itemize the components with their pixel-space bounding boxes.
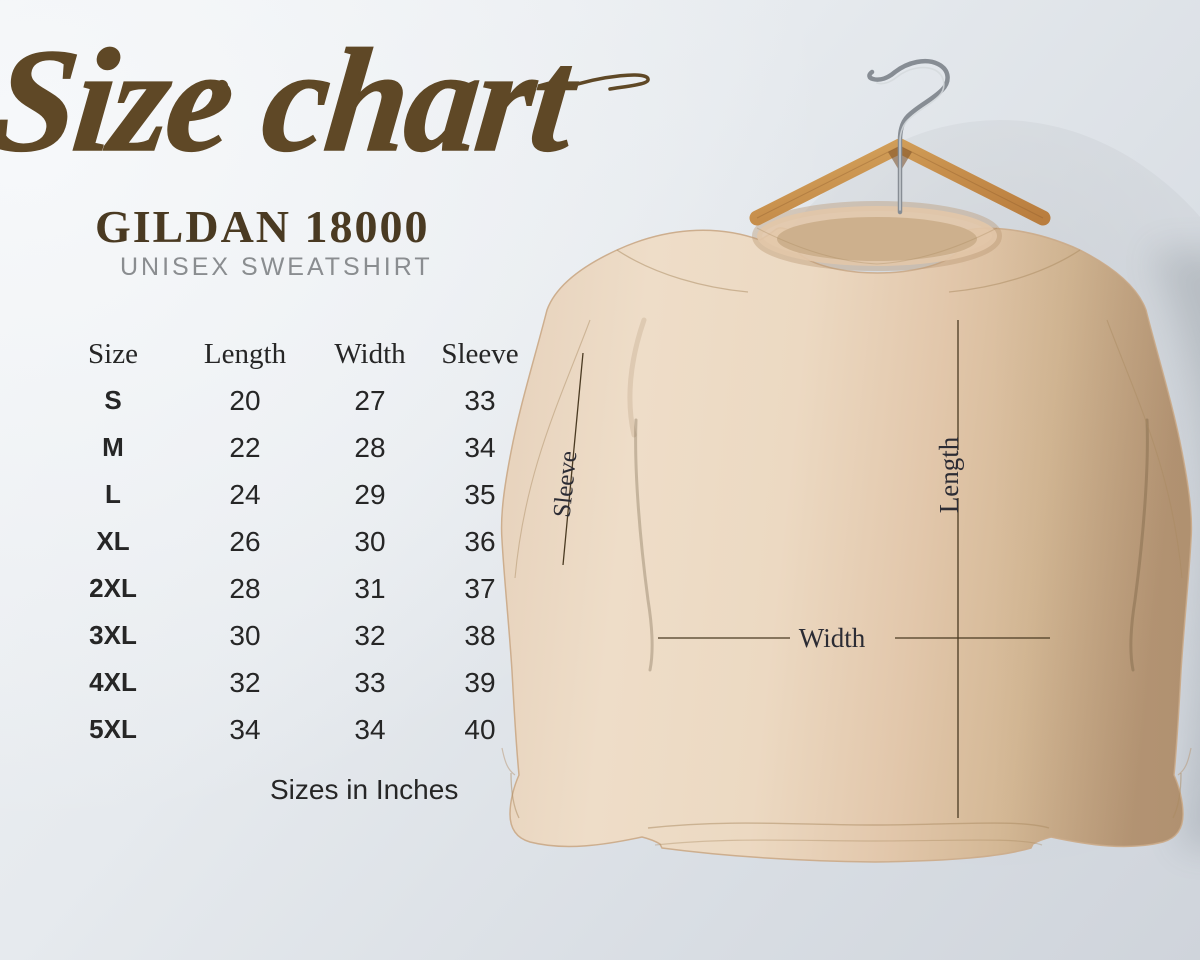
svg-text:Length: Length	[934, 436, 964, 513]
svg-text:Width: Width	[799, 623, 866, 653]
